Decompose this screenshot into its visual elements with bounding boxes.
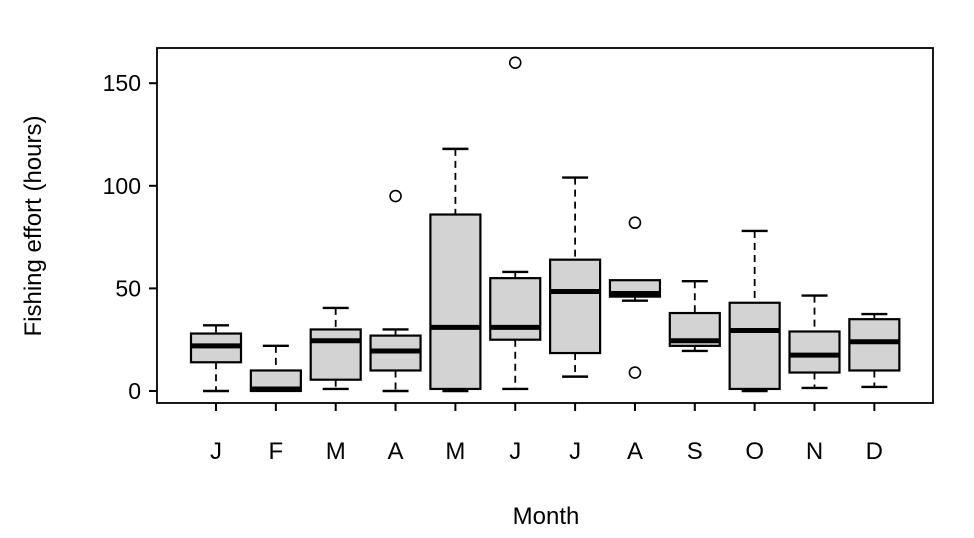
- x-axis-title: Month: [512, 503, 580, 530]
- y-tick-label: 100: [103, 173, 141, 199]
- x-tick-label: M: [326, 438, 346, 465]
- box-M-2: [309, 328, 362, 381]
- x-tick-label: F: [269, 438, 284, 465]
- box-M-4: [429, 213, 482, 391]
- y-tick-label: 150: [103, 70, 141, 96]
- x-tick-label: J: [509, 438, 521, 465]
- x-tick-label: S: [687, 438, 703, 465]
- box-O-9: [728, 301, 781, 391]
- y-tick-label: 0: [128, 378, 141, 404]
- outlier-point: [389, 189, 402, 203]
- y-tick-label: 50: [115, 275, 141, 301]
- outlier-point: [628, 216, 642, 230]
- x-tick-label: A: [627, 438, 643, 465]
- x-tick-label: D: [866, 438, 883, 465]
- box-J-5: [489, 277, 542, 341]
- box-J-6: [548, 258, 602, 355]
- outlier-point: [508, 56, 522, 69]
- box-D-11: [848, 318, 901, 372]
- y-axis-title: Fishing effort (hours): [20, 115, 47, 337]
- x-tick-label: O: [745, 438, 764, 465]
- x-tick-label: A: [388, 438, 404, 465]
- x-tick-label: J: [210, 438, 222, 465]
- outlier-point: [628, 366, 642, 379]
- box-N-10: [788, 330, 841, 374]
- x-tick-label: M: [445, 438, 465, 465]
- x-tick-label: N: [806, 438, 823, 465]
- x-tick-label: J: [569, 438, 581, 465]
